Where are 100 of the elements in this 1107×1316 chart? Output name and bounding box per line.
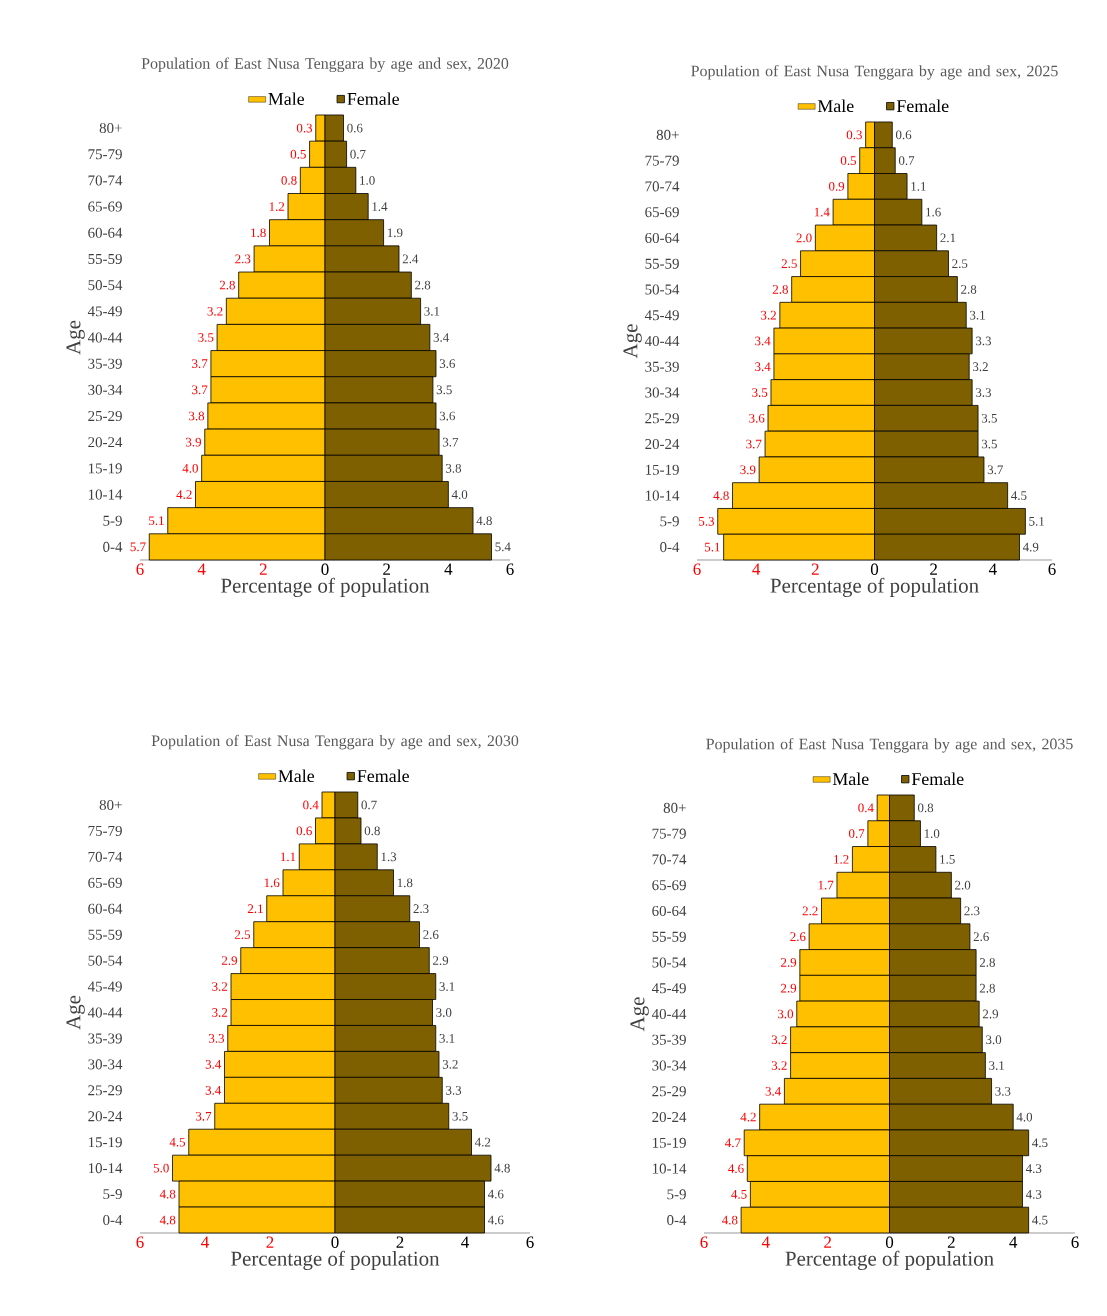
- data-label: 3.3: [208, 1034, 225, 1043]
- data-label: 4.8: [476, 516, 492, 526]
- data-label: 3.2: [212, 1008, 228, 1017]
- x-tick-label: 4: [761, 1236, 770, 1248]
- x-axis-title: Percentage of population: [770, 577, 979, 598]
- y-tick-label: 20-24: [652, 1112, 687, 1123]
- y-axis-title: Age: [623, 324, 642, 359]
- x-tick-label: 0: [331, 1236, 339, 1248]
- data-label: 1.7: [818, 880, 834, 890]
- data-label: 2.3: [235, 254, 251, 264]
- data-label: 2.8: [772, 285, 788, 294]
- data-label: 3.0: [778, 1009, 794, 1019]
- y-tick-label: 25-29: [88, 411, 122, 422]
- data-label: 3.2: [771, 1061, 787, 1070]
- data-label: 1.5: [940, 855, 955, 864]
- y-axis-title: Age: [66, 320, 85, 355]
- data-label: 4.5: [1011, 491, 1027, 500]
- y-tick-label: 75-79: [88, 149, 122, 160]
- y-tick-label: 65-69: [88, 877, 122, 888]
- data-label: 3.8: [189, 411, 205, 421]
- y-tick-label: 0-4: [103, 541, 123, 552]
- y-tick-label: 70-74: [88, 851, 123, 862]
- legend-label: Male: [278, 769, 315, 783]
- data-label: 4.2: [740, 1112, 756, 1122]
- x-tick-label: 0: [321, 563, 329, 575]
- x-tick-label: 6: [693, 563, 701, 575]
- y-tick-label: 15-19: [645, 464, 679, 475]
- data-label: 3.3: [975, 336, 992, 346]
- data-label: 1.3: [381, 852, 397, 862]
- y-axis-title: Age: [66, 995, 85, 1030]
- y-tick-label: 0-4: [660, 542, 680, 553]
- y-tick-label: 40-44: [87, 332, 123, 343]
- x-tick-label: 2: [266, 1236, 274, 1248]
- y-tick-label: 65-69: [88, 201, 122, 212]
- y-tick-label: 60-64: [652, 905, 687, 916]
- data-label: 3.7: [192, 359, 208, 369]
- data-label: 1.0: [360, 176, 375, 185]
- data-label: 3.0: [436, 1008, 452, 1017]
- x-tick-label: 6: [506, 563, 514, 575]
- chart-title: Population of East Nusa Tenggara by age and sex, 2025: [691, 64, 1058, 80]
- data-label: 5.3: [699, 516, 715, 526]
- x-tick-label: 6: [1048, 563, 1056, 575]
- data-label: 0.6: [296, 826, 312, 836]
- y-tick-label: 5-9: [103, 1189, 122, 1200]
- data-label: 3.5: [752, 388, 768, 397]
- data-label: 3.5: [198, 333, 214, 342]
- data-label: 2.8: [979, 958, 995, 967]
- y-tick-label: 45-49: [87, 981, 122, 992]
- x-tick-label: 6: [136, 563, 144, 575]
- data-label: 4.5: [731, 1189, 747, 1199]
- y-tick-label: 10-14: [645, 490, 680, 501]
- x-tick-label: 2: [396, 1236, 404, 1248]
- legend-label: Male: [832, 772, 869, 786]
- y-tick-label: 10-14: [88, 1163, 123, 1174]
- data-label: 0.3: [846, 130, 862, 140]
- data-label: 3.2: [442, 1060, 458, 1069]
- x-tick-label: 6: [136, 1236, 144, 1248]
- data-label: 4.8: [721, 1215, 738, 1225]
- y-tick-label: 30-34: [652, 1060, 687, 1071]
- data-label: 1.2: [834, 855, 849, 864]
- x-axis-title: Percentage of population: [231, 1250, 440, 1271]
- data-label: 5.1: [1029, 516, 1045, 526]
- data-label: 4.0: [451, 490, 468, 499]
- data-label: 2.5: [952, 259, 968, 269]
- data-label: 3.6: [439, 411, 456, 421]
- data-label: 0.6: [895, 130, 912, 140]
- data-label: 3.9: [740, 465, 756, 475]
- data-label: 2.0: [955, 880, 971, 890]
- y-axis-title: Age: [630, 997, 649, 1032]
- data-label: 4.8: [494, 1163, 510, 1173]
- data-label: 3.5: [452, 1111, 468, 1121]
- y-tick-label: 20-24: [88, 437, 123, 448]
- data-label: 2.9: [781, 958, 797, 967]
- data-label: 0.8: [917, 803, 934, 813]
- data-label: 3.4: [755, 362, 771, 372]
- y-tick-label: 60-64: [645, 232, 680, 243]
- data-label: 1.6: [926, 207, 941, 217]
- y-tick-label: 0-4: [667, 1215, 687, 1226]
- y-tick-label: 5-9: [103, 515, 122, 526]
- data-label: 1.8: [251, 228, 266, 238]
- y-tick-label: 80+: [663, 802, 686, 813]
- y-tick-label: 80+: [99, 799, 122, 810]
- data-label: 3.7: [195, 1111, 212, 1121]
- data-label: 2.1: [247, 904, 263, 914]
- data-label: 1.6: [264, 878, 280, 888]
- data-label: 3.3: [446, 1085, 462, 1095]
- data-label: 2.9: [221, 956, 238, 965]
- y-tick-label: 55-59: [88, 253, 122, 264]
- data-label: 0.4: [858, 803, 874, 813]
- y-tick-label: 35-39: [652, 1034, 686, 1045]
- x-tick-label: 6: [700, 1236, 708, 1248]
- y-tick-label: 25-29: [652, 1086, 686, 1097]
- y-tick-label: 70-74: [645, 181, 680, 192]
- x-tick-label: 4: [752, 563, 761, 575]
- y-tick-label: 50-54: [652, 957, 687, 968]
- y-tick-label: 15-19: [652, 1137, 686, 1148]
- data-label: 3.5: [436, 385, 452, 395]
- data-label: 3.4: [765, 1086, 782, 1096]
- data-label: 5.1: [705, 542, 720, 552]
- data-label: 1.2: [269, 202, 285, 211]
